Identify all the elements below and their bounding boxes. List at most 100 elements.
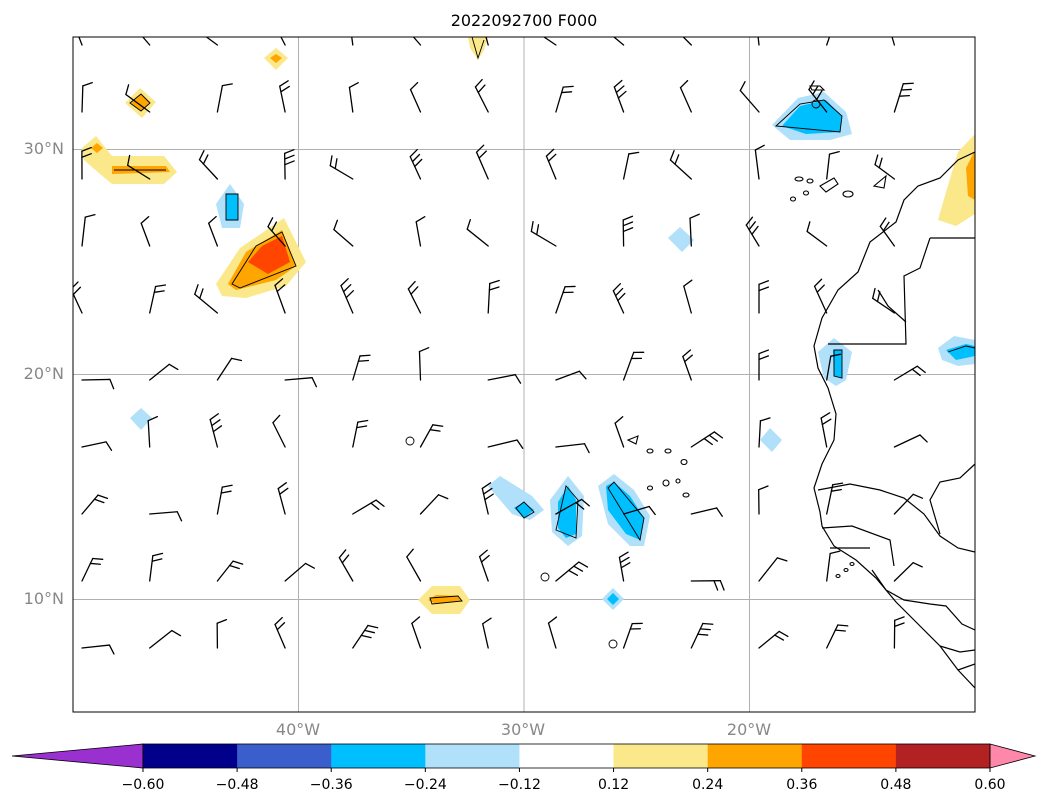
colorbar-frame: [142, 743, 991, 769]
map-frame: [72, 36, 976, 713]
wind-barb: [813, 278, 828, 314]
wind-barb: [475, 144, 489, 180]
wind-barb: [340, 278, 355, 314]
wind-barb: [284, 377, 318, 388]
contour-positive: [966, 150, 975, 200]
wind-barb: [745, 216, 760, 247]
wind-barb: [142, 37, 151, 46]
wind-barb: [612, 283, 626, 314]
lon-label-20w: 20°W: [727, 720, 771, 739]
contour-negative: [782, 100, 842, 134]
graticule: [73, 37, 975, 712]
wind-barb: [81, 214, 96, 247]
wind-barb: [485, 37, 489, 46]
wind-barb: [338, 549, 354, 582]
wind-barb: [149, 284, 167, 314]
wind-barb: [81, 557, 104, 582]
wind-barb: [78, 37, 83, 46]
colorbar-tick-label: −0.60: [122, 777, 165, 793]
contour-positive: [91, 143, 103, 153]
wind-barb: [73, 281, 83, 314]
wind-barb: [481, 482, 494, 515]
wind-barb: [613, 79, 627, 113]
wind-barb: [474, 78, 489, 113]
wind-barb: [555, 498, 590, 515]
wind-barb: [283, 149, 295, 180]
wind-barb: [545, 148, 557, 180]
wind-barb: [487, 279, 500, 314]
lat-label-30n: 30°N: [24, 139, 64, 158]
lat-label-20n: 20°N: [24, 364, 64, 383]
wind-barb: [198, 150, 219, 180]
wind-barb: [893, 434, 928, 448]
contour-negative: [130, 408, 152, 430]
lat-label-10n: 10°N: [24, 589, 64, 608]
wind-barb: [149, 629, 182, 649]
wind-barb: [690, 622, 714, 649]
wind-barb: [274, 616, 286, 649]
wind-barb: [351, 37, 354, 46]
wind-barb: [682, 349, 693, 381]
contour-negative: [946, 344, 975, 360]
islands: [626, 85, 887, 579]
coastline: [813, 151, 975, 689]
wind-barb: [487, 439, 524, 449]
wind-barb: [487, 374, 522, 384]
wind-barb: [669, 150, 692, 180]
wind-barb: [690, 431, 724, 448]
contour-negative: [607, 593, 619, 605]
colorbar-tick-label: 0.12: [598, 777, 629, 793]
wind-barb: [140, 215, 151, 247]
wind-barb: [81, 378, 115, 390]
colorbar-tick-label: −0.48: [216, 777, 259, 793]
wind-barb: [409, 148, 423, 180]
wind-barb: [216, 83, 233, 113]
contour-negative: [760, 428, 782, 452]
wind-barb: [419, 494, 449, 515]
wind-barb: [216, 357, 243, 381]
contour-negative: [668, 227, 694, 252]
wind-barb: [758, 280, 770, 314]
wind-barb: [418, 347, 430, 381]
colorbar-segment: [519, 744, 615, 768]
wind-barb: [679, 79, 692, 113]
contour-positive: [248, 236, 290, 274]
wind-barb: [216, 484, 233, 515]
wind-barb: [415, 216, 426, 247]
colorbar-segment: [895, 744, 991, 768]
wind-barb: [209, 413, 223, 448]
wind-barb: [758, 417, 771, 448]
wind-barb: [81, 146, 92, 180]
contour-negative: [833, 350, 842, 378]
wind-barb: [81, 494, 109, 515]
wind-barb: [280, 37, 286, 46]
wind-barb: [622, 215, 634, 247]
wind-barb: [267, 217, 286, 247]
wind-barb: [758, 557, 788, 582]
wind-barb: [893, 616, 905, 649]
wind-barb: [893, 82, 914, 113]
colorbar-tick-label: 0.24: [692, 777, 723, 793]
wind-barb: [149, 511, 183, 522]
wind-barb: [272, 414, 286, 448]
colorbar: −0.60 −0.48 −0.36 −0.24 −0.12 0.12 0.24 0.36 0.4…: [11, 743, 1037, 793]
wind-barb: [352, 354, 371, 381]
wind-barb: [352, 419, 369, 448]
colorbar-tick-label: 0.48: [880, 777, 911, 793]
wind-barb: [216, 560, 244, 582]
wind-barb: [555, 85, 574, 113]
colorbar-segment: [237, 744, 332, 768]
wind-barb: [352, 499, 385, 515]
wind-barb: [81, 82, 93, 113]
wind-barb: [149, 552, 164, 582]
map-area: [72, 36, 976, 713]
colorbar-extend-max: [989, 743, 1037, 769]
wind-barb: [555, 285, 576, 314]
wind-barb: [891, 37, 896, 46]
wind-barb: [411, 616, 422, 649]
wind-barb: [412, 37, 422, 46]
colorbar-segment: [143, 744, 238, 768]
colorbar-tick-label: −0.36: [310, 777, 353, 793]
colorbar-tick-label: 0.36: [786, 777, 817, 793]
